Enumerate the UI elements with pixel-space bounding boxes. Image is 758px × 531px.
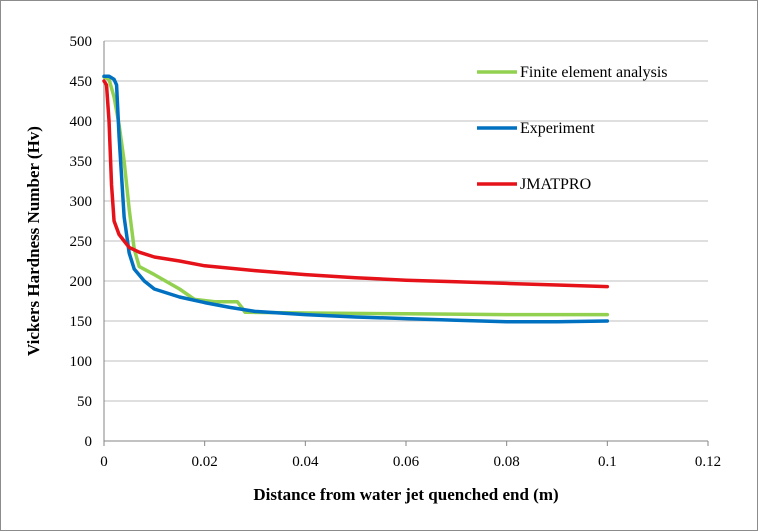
x-axis-label: Distance from water jet quenched end (m) bbox=[253, 485, 558, 504]
y-tick-label: 400 bbox=[70, 114, 93, 130]
x-tick-label: 0 bbox=[100, 454, 108, 470]
y-tick-label: 0 bbox=[85, 434, 93, 450]
x-tick-label: 0.08 bbox=[494, 454, 520, 470]
y-tick-label: 200 bbox=[70, 274, 93, 290]
legend-label-experiment: Experiment bbox=[520, 120, 595, 137]
legend-label-jmatpro: JMATPRO bbox=[520, 176, 591, 193]
gridlines bbox=[104, 40, 708, 402]
y-tick-label: 500 bbox=[70, 34, 93, 50]
y-tick-label: 150 bbox=[70, 314, 93, 330]
x-tick-label: 0.02 bbox=[192, 454, 218, 470]
series-lines bbox=[102, 74, 610, 324]
tick-labels: 0 50 100 150 200 250 300 350 400 450 500 0 0.02 0.04 0… bbox=[70, 34, 722, 470]
axes bbox=[103, 41, 709, 446]
y-tick-label: 450 bbox=[70, 74, 93, 90]
y-tick-label: 100 bbox=[70, 354, 93, 370]
y-tick-label: 250 bbox=[70, 234, 93, 250]
y-axis-label: Vickers Hardness Number (Hv) bbox=[24, 126, 43, 356]
x-tick-label: 0.06 bbox=[393, 454, 420, 470]
y-tick-label: 350 bbox=[70, 154, 93, 170]
y-tick-label: 300 bbox=[70, 194, 93, 210]
legend: Finite element analysis Experiment JMATPRO bbox=[477, 64, 668, 193]
x-tick-label: 0.1 bbox=[598, 454, 617, 470]
series-line-jmatpro bbox=[102, 79, 610, 289]
x-tick-label: 0.12 bbox=[695, 454, 721, 470]
legend-label-finite-element-analysis: Finite element analysis bbox=[520, 64, 668, 81]
x-tick-label: 0.04 bbox=[292, 454, 319, 470]
series-line-experiment bbox=[102, 74, 610, 324]
y-tick-label: 50 bbox=[77, 394, 92, 410]
